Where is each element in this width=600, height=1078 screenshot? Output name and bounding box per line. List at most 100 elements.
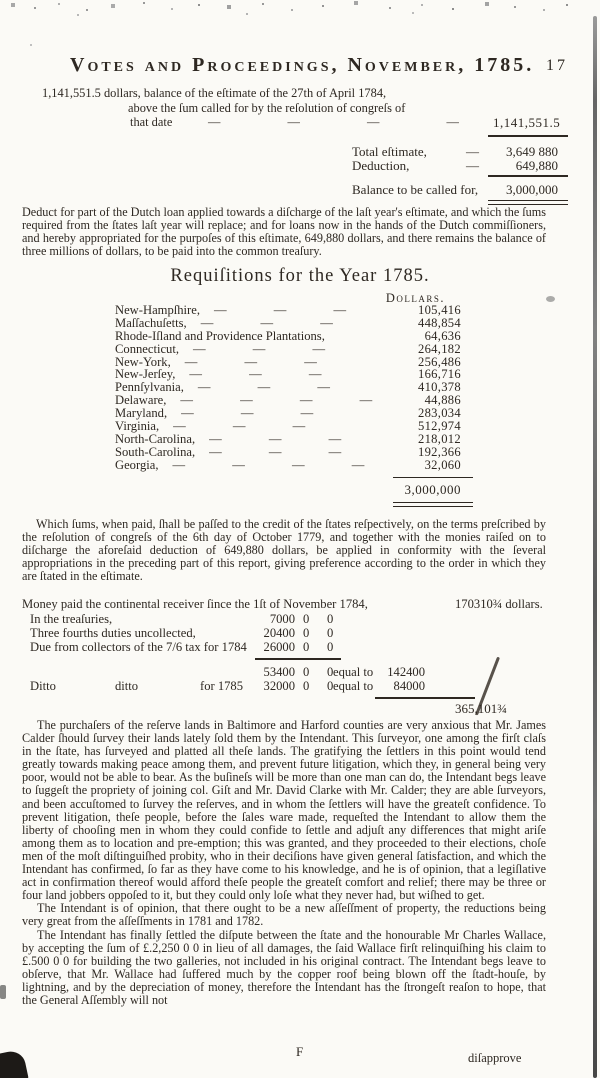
deduction-label: Deduction, <box>352 158 410 173</box>
shillings: 0 <box>303 612 310 626</box>
deduction-value: 649,880 <box>515 158 558 173</box>
which-sums-paragraph: Which ſums, when paid, ſhall be paſſed t… <box>22 517 546 584</box>
dash-leaders: — — — <box>181 407 314 421</box>
receiver-line: Money paid the continental receiver ſinc… <box>22 597 543 611</box>
balance-note-line1: 1,141,551.5 dollars, balance of the eſti… <box>42 86 387 100</box>
state-name: New-York, <box>115 354 171 369</box>
state-amount: 105,416 <box>417 303 461 317</box>
rule-under-amount <box>488 135 568 137</box>
dash-leaders: — — — <box>200 316 333 330</box>
shillings: 0 <box>303 665 310 679</box>
dash-leaders: — — — — <box>172 458 365 472</box>
equal-to-label: equal to <box>333 679 374 693</box>
rule-above-subtotal <box>255 658 341 660</box>
state-amount: 283,034 <box>417 406 461 421</box>
rule-above-balance <box>488 175 568 177</box>
shillings: 0 <box>303 679 310 693</box>
state-amount: 256,486 <box>417 354 461 369</box>
state-amount: 218,012 <box>417 431 461 446</box>
pence: 0 <box>327 679 334 693</box>
table-row: North-Carolina, — — — 218,012 <box>115 433 461 446</box>
total-estimate-label: Total eſtimate, <box>352 144 427 159</box>
pence: 0 <box>327 612 334 626</box>
dash-leader: — <box>466 144 479 159</box>
state-name: Maſſachuſetts, <box>115 315 187 330</box>
state-name: New-Hampſhire, <box>115 303 200 317</box>
state-name: New-Jerſey, <box>115 367 176 382</box>
requisitions-table: Dollars. New-Hampſhire, — — —105,416 Maſſ… <box>115 291 473 508</box>
pence: 0 <box>327 626 334 640</box>
page-title: Votes and Proceedings, November, 1785. <box>70 54 535 76</box>
requisitions-heading: Requiſitions for the Year 1785. <box>170 266 430 286</box>
state-amount: 264,182 <box>417 341 461 356</box>
account-amount: 20400 <box>263 626 295 640</box>
double-rule-under-balance <box>488 200 568 205</box>
shillings: 0 <box>303 640 310 654</box>
table-row: Connecticut, — — — 264,182 <box>115 341 461 356</box>
land-paragraphs: The purchaſers of the reſerve lands in B… <box>22 718 546 1007</box>
page-header: Votes and Proceedings, November, 1785. 1… <box>0 54 600 80</box>
equal-to-value: 142400 <box>387 665 425 679</box>
dash-leaders <box>325 330 395 343</box>
balance-note-label: that date <box>130 115 173 130</box>
accounts-grand-total: 365,101¾ <box>455 701 507 716</box>
balance-note-line3: that date — — — — 1,141,551.5 <box>130 115 600 133</box>
state-amount: 512,974 <box>417 419 461 434</box>
ditto-label-1: Ditto <box>30 679 56 693</box>
table-row: New-Hampſhire, — — — 105,416 <box>115 304 461 317</box>
assessment-paragraph: The Intendant is of opinion, that there … <box>22 901 546 929</box>
account-label: Three fourths duties uncollected, <box>30 626 196 640</box>
state-name: Georgia, <box>115 457 159 472</box>
rule-above-total <box>393 476 473 479</box>
state-amount: 32,060 <box>424 457 461 472</box>
subtotal-row: 53400 0 0 equal to 142400 <box>22 665 582 679</box>
table-row: New-Jerſey, — — — 166,716 <box>115 368 461 381</box>
account-label: Due from collectors of the 7/6 tax for 1… <box>30 640 247 654</box>
rule-above-grand-total <box>375 697 475 699</box>
table-row: New-York, — — — 256,486 <box>115 354 461 369</box>
dollars-column-header: Dollars. <box>385 291 445 305</box>
account-label: In the treaſuries, <box>30 612 113 626</box>
deduction-row: Deduction, — 649,880 <box>352 158 568 173</box>
account-amount: 7000 <box>269 612 295 626</box>
catchword: diſapprove <box>468 1051 522 1065</box>
state-amount: 448,854 <box>417 315 461 330</box>
ditto-row: Ditto ditto for 1785 32000 0 0 equal to … <box>22 679 582 693</box>
state-name: Pennſylvania, <box>115 380 184 395</box>
balance-row: Balance to be called for, 3,000,000 <box>352 182 568 197</box>
state-name: South-Carolina, <box>115 444 196 459</box>
account-row: Due from collectors of the 7/6 tax for 1… <box>22 640 582 654</box>
page-footer: F diſapprove <box>0 1044 600 1066</box>
state-amount: 192,366 <box>417 444 461 459</box>
account-row: Three fourths duties uncollected, 20400 … <box>22 626 582 640</box>
wallace-paragraph: The Intendant has finally ſettled the di… <box>22 927 546 1007</box>
balance-note-line2: above the ſum called for by the reſoluti… <box>128 100 406 115</box>
state-name: North-Carolina, <box>115 431 196 446</box>
totals-block: Total eſtimate, — 3,649 880 Deduction, —… <box>0 140 600 210</box>
state-amount: 166,716 <box>417 367 461 382</box>
receiver-amount: 170310¾ dollars. <box>455 597 543 611</box>
table-row: Maryland, — — — 283,034 <box>115 407 461 420</box>
purchasers-paragraph: The purchaſers of the reſerve lands in B… <box>22 718 546 903</box>
state-name: Maryland, <box>115 406 168 421</box>
balance-value: 3,000,000 <box>506 182 558 197</box>
state-name: Connecticut, <box>115 341 180 356</box>
double-rule-under-total <box>393 502 473 508</box>
dash-leaders: — — — <box>213 304 347 317</box>
dash-leaders: — — — <box>197 381 330 395</box>
ink-spot <box>546 296 555 302</box>
dash-leaders: — — — <box>189 368 322 382</box>
pence: 0 <box>327 640 334 654</box>
equal-to-label: equal to <box>333 665 374 679</box>
table-row: Georgia, — — — — 32,060 <box>115 457 461 472</box>
state-amount: 64,636 <box>424 328 461 343</box>
requisitions-total: 3,000,000 <box>404 482 461 498</box>
scan-speckles <box>0 0 2 2</box>
account-amount: 26000 <box>263 640 295 654</box>
shillings: 0 <box>303 626 310 640</box>
deduct-paragraph: Deduct for part of the Dutch loan applie… <box>22 205 546 259</box>
left-edge-mark <box>0 985 6 999</box>
binding-shadow-edge <box>593 16 597 1078</box>
state-amount: 410,378 <box>417 380 461 395</box>
